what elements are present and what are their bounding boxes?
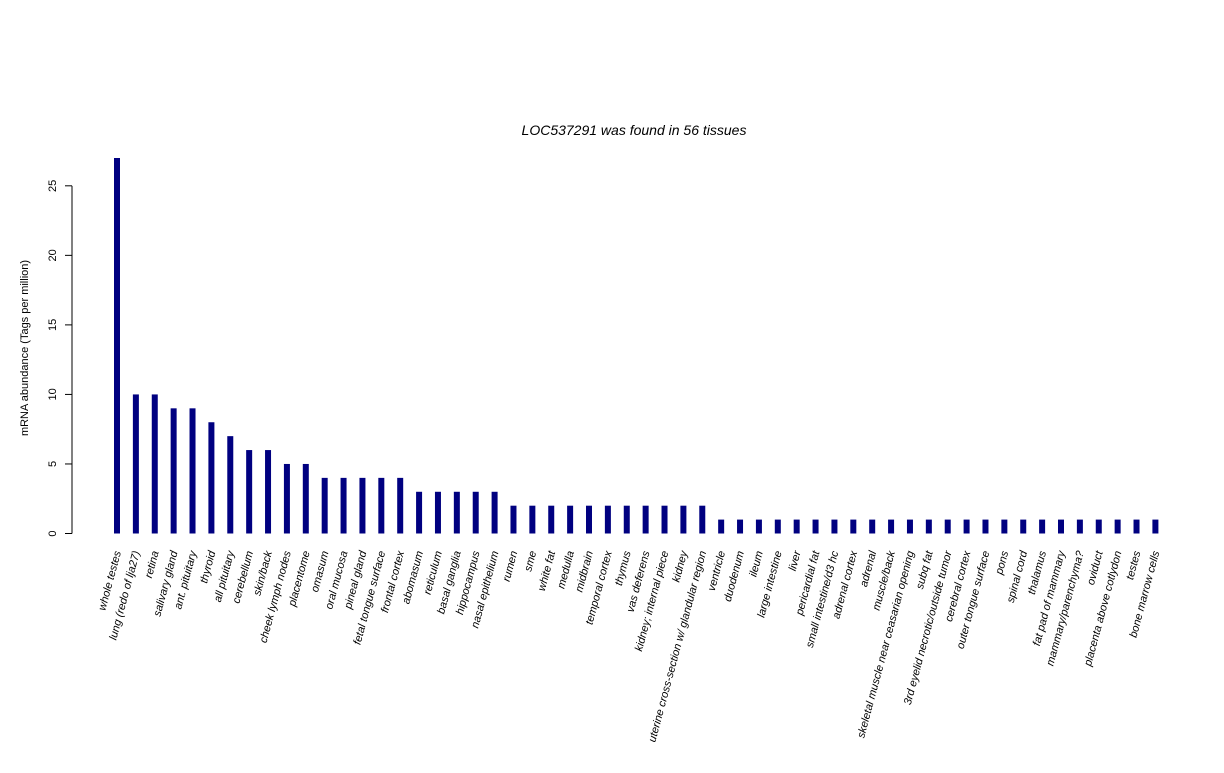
- bar: [378, 477, 385, 534]
- x-tick-label: sme: [522, 550, 539, 573]
- y-tick-label: 0: [47, 530, 59, 536]
- bar: [850, 519, 857, 534]
- bar: [1001, 519, 1008, 534]
- x-tick-label: liver: [787, 548, 804, 572]
- bar: [548, 505, 555, 534]
- bar: [888, 519, 895, 534]
- bar: [1039, 519, 1046, 534]
- x-tick-label: subq fat: [914, 549, 936, 591]
- y-tick-label: 10: [47, 388, 59, 400]
- bar: [114, 158, 120, 534]
- x-tick-label: retina: [143, 550, 162, 580]
- x-tick-label: ileum: [747, 550, 765, 579]
- bar: [623, 505, 630, 534]
- bar: [472, 491, 479, 534]
- bar: [963, 519, 970, 534]
- bar: [680, 505, 687, 534]
- x-tick-label: adrenal: [858, 549, 879, 588]
- bar: [208, 422, 215, 534]
- bar: [265, 450, 272, 534]
- y-tick-label: 15: [47, 319, 59, 331]
- bar: [321, 477, 328, 534]
- x-tick-label: rumen: [501, 550, 521, 583]
- bar: [246, 450, 253, 534]
- bar: [982, 519, 989, 534]
- bar: [718, 519, 725, 534]
- bar: [434, 491, 441, 534]
- bar: [340, 477, 347, 534]
- x-tick-label: medulla: [555, 550, 577, 590]
- bar: [529, 505, 536, 534]
- bars: [114, 158, 1159, 534]
- bar: [151, 394, 158, 534]
- bar: [170, 408, 177, 534]
- x-tick-label: kidney: [670, 548, 690, 583]
- bar: [906, 519, 913, 534]
- bar: [793, 519, 800, 534]
- bar: [453, 491, 460, 534]
- bar: [397, 477, 404, 534]
- bar: [510, 505, 517, 534]
- bar: [132, 394, 139, 534]
- y-tick-label: 20: [47, 249, 59, 261]
- bar: [869, 519, 876, 534]
- bar: [416, 491, 423, 534]
- chart-title: LOC537291 was found in 56 tissues: [522, 122, 747, 138]
- bar: [567, 505, 574, 534]
- bar: [283, 463, 290, 534]
- bar: [812, 519, 819, 534]
- bar: [944, 519, 951, 534]
- y-tick-label: 25: [47, 180, 59, 192]
- y-axis-label: mRNA abundance (Tags per million): [19, 260, 31, 436]
- bar: [1152, 519, 1159, 534]
- bar: [586, 505, 592, 534]
- bar: [1095, 519, 1102, 534]
- bar: [189, 408, 196, 534]
- bar: [491, 491, 498, 534]
- bar: [1020, 519, 1027, 534]
- bar: [604, 505, 611, 534]
- bar: [1114, 519, 1121, 534]
- bar: [302, 463, 309, 534]
- y-axis: 0 5 10 15 20 25: [47, 180, 73, 537]
- bar: [774, 519, 781, 534]
- bar: [227, 436, 234, 534]
- bar: [642, 505, 649, 534]
- y-tick-label: 5: [47, 461, 59, 467]
- bar: [359, 477, 366, 534]
- bar: [831, 519, 838, 534]
- bar: [699, 505, 706, 534]
- x-tick-label: thyroid: [198, 549, 218, 585]
- bar: [737, 519, 744, 534]
- bar: [755, 519, 762, 534]
- bar: [1133, 519, 1140, 534]
- x-tick-label: oviduct: [1085, 549, 1106, 587]
- x-tick-label: thymus: [613, 549, 634, 587]
- bar: [925, 519, 932, 534]
- x-tick-label: testes: [1124, 549, 1143, 581]
- bar: [1058, 519, 1064, 534]
- bar: [1076, 519, 1083, 534]
- x-tick-label: pons: [993, 549, 1011, 577]
- bar: [661, 505, 668, 534]
